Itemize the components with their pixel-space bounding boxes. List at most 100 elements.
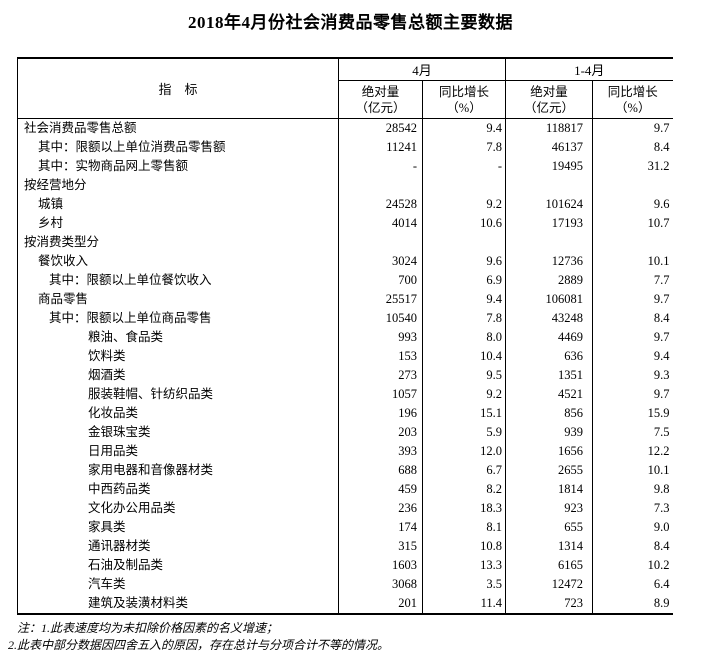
cell-value: 101624 xyxy=(505,195,593,214)
table-row: 按消费类型分 xyxy=(18,233,673,252)
cell-value: 9.7 xyxy=(592,290,673,309)
cell-value: 688 xyxy=(338,461,423,480)
table-row: 按经营地分 xyxy=(18,176,673,195)
cell-value: 236 xyxy=(338,499,423,518)
cell-value: 459 xyxy=(338,480,423,499)
cell-value: 9.5 xyxy=(421,366,506,385)
cell-value: 9.4 xyxy=(421,290,506,309)
table-row: 城镇 24528 9.2 101624 9.6 xyxy=(18,195,673,214)
table-row: 烟酒类 273 9.5 1351 9.3 xyxy=(18,366,673,385)
table-row: 餐饮收入 3024 9.6 12736 10.1 xyxy=(18,252,673,271)
cell-value: 856 xyxy=(505,404,593,423)
row-label: 城镇 xyxy=(38,197,64,211)
cell-value: 6.7 xyxy=(421,461,506,480)
cell-value: 203 xyxy=(338,423,423,442)
col-header-line: 同比增长 xyxy=(439,84,490,99)
cell-value: 174 xyxy=(338,518,423,537)
col-header-unit: （亿元） xyxy=(355,100,406,115)
cell-value: 1603 xyxy=(338,556,423,575)
cell-value: 7.8 xyxy=(421,138,506,157)
row-label: 中西药品类 xyxy=(88,482,151,496)
col-header-unit: （亿元） xyxy=(524,100,575,115)
cell-value: 10.8 xyxy=(421,537,506,556)
cell-value: 8.1 xyxy=(421,518,506,537)
cell-value: 106081 xyxy=(505,290,593,309)
table-row: 其中：限额以上单位消费品零售额 11241 7.8 46137 8.4 xyxy=(18,138,673,157)
table-body: 社会消费品零售总额 28542 9.4 118817 9.7 其中：限额以上单位消费品零售… xyxy=(18,118,673,614)
cell-value: 655 xyxy=(505,518,593,537)
cell-value: 8.4 xyxy=(592,138,673,157)
table-row: 乡村 4014 10.6 17193 10.7 xyxy=(18,214,673,233)
col-header-unit: （%） xyxy=(446,100,482,115)
cell-value: 19495 xyxy=(505,157,593,176)
table-header: 指 标 4月 1-4月 绝对量 （亿元） 同比增长 （%） 绝对量 （亿元） xyxy=(17,58,673,119)
cell-value: 9.6 xyxy=(421,252,506,271)
cell-value: 8.4 xyxy=(592,309,673,328)
cell-value: 1314 xyxy=(505,537,593,556)
row-label: 餐饮收入 xyxy=(38,254,89,268)
cell-value: 10.4 xyxy=(421,347,506,366)
table-row: 家用电器和音像器材类 688 6.7 2655 10.1 xyxy=(18,461,673,480)
cell-value: 315 xyxy=(338,537,423,556)
row-label: 金银珠宝类 xyxy=(88,425,151,439)
cell-value: 11.4 xyxy=(421,594,506,614)
cell-value: 10.1 xyxy=(592,252,673,271)
table-row: 中西药品类 459 8.2 1814 9.8 xyxy=(18,480,673,499)
cell-value: 15.9 xyxy=(592,404,673,423)
cell-value: 3.5 xyxy=(421,575,506,594)
cell-value: 118817 xyxy=(505,118,593,138)
cell-value: 25517 xyxy=(338,290,423,309)
header-sub-row: 绝对量 （亿元） 同比增长 （%） 绝对量 （亿元） 同比增长 （%） xyxy=(18,80,673,119)
cell-value: 6165 xyxy=(505,556,593,575)
table-row: 社会消费品零售总额 28542 9.4 118817 9.7 xyxy=(18,118,673,138)
cell-value: 9.8 xyxy=(592,480,673,499)
cell-value: 201 xyxy=(338,594,423,614)
col-header-jan-apr-absolute: 绝对量 （亿元） xyxy=(505,80,594,119)
row-label: 服装鞋帽、针纺织品类 xyxy=(88,387,214,401)
cell-value: 10.2 xyxy=(592,556,673,575)
cell-value: 1057 xyxy=(338,385,423,404)
row-label: 家用电器和音像器材类 xyxy=(88,463,214,477)
cell-value: 393 xyxy=(338,442,423,461)
cell-value: 7.5 xyxy=(592,423,673,442)
footnote-1: 注：1.此表速度均为未扣除价格因素的名义增速； xyxy=(17,621,279,635)
row-label: 社会消费品零售总额 xyxy=(24,121,137,135)
row-label: 其中：限额以上单位餐饮收入 xyxy=(49,273,212,287)
cell-value: 993 xyxy=(338,328,423,347)
col-group-april: 4月 xyxy=(338,58,507,81)
table-row: 建筑及装潢材料类 201 11.4 723 8.9 xyxy=(18,594,673,614)
cell-value: 3068 xyxy=(338,575,423,594)
col-group-jan-apr: 1-4月 xyxy=(505,58,673,81)
cell-value: 723 xyxy=(505,594,593,614)
cell-value xyxy=(421,176,506,195)
table-row: 服装鞋帽、针纺织品类 1057 9.2 4521 9.7 xyxy=(18,385,673,404)
col-header-line: 同比增长 xyxy=(607,84,658,99)
cell-value: 2889 xyxy=(505,271,593,290)
row-label: 乡村 xyxy=(38,216,64,230)
table-row: 其中：限额以上单位餐饮收入 700 6.9 2889 7.7 xyxy=(18,271,673,290)
cell-value xyxy=(338,176,423,195)
cell-value: 196 xyxy=(338,404,423,423)
row-label: 通讯器材类 xyxy=(88,539,151,553)
cell-value: 43248 xyxy=(505,309,593,328)
cell-value: 2655 xyxy=(505,461,593,480)
cell-value: 4469 xyxy=(505,328,593,347)
cell-value: 9.0 xyxy=(592,518,673,537)
cell-value: 31.2 xyxy=(592,157,673,176)
cell-value: 18.3 xyxy=(421,499,506,518)
col-header-line: 绝对量 xyxy=(530,84,568,99)
footnote-2: 2.此表中部分数据因四舍五入的原因，存在总计与分项合计不等的情况。 xyxy=(8,638,390,651)
cell-value: 12472 xyxy=(505,575,593,594)
cell-value: 923 xyxy=(505,499,593,518)
cell-value: 8.9 xyxy=(592,594,673,614)
cell-value: 46137 xyxy=(505,138,593,157)
cell-value: 10.6 xyxy=(421,214,506,233)
row-label: 其中：限额以上单位消费品零售额 xyxy=(38,140,226,154)
row-label: 汽车类 xyxy=(88,577,126,591)
table-row: 其中：限额以上单位商品零售 10540 7.8 43248 8.4 xyxy=(18,309,673,328)
table-row: 汽车类 3068 3.5 12472 6.4 xyxy=(18,575,673,594)
cell-value: 4521 xyxy=(505,385,593,404)
row-label: 日用品类 xyxy=(88,444,139,458)
cell-value: 7.7 xyxy=(592,271,673,290)
